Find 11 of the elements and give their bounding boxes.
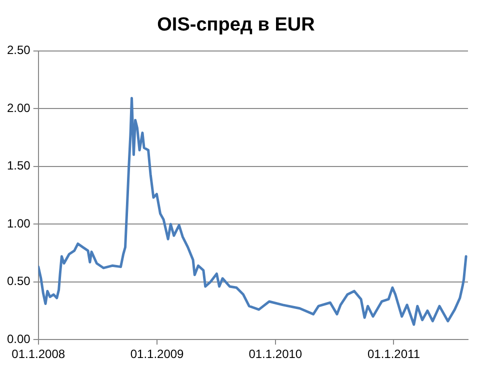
y-tick-label: 0.50 [6, 274, 31, 288]
chart-title: OIS-спред в EUR [157, 14, 316, 36]
x-tick-label: 01.1.2010 [248, 347, 302, 362]
y-tick-label: 1.00 [6, 216, 31, 230]
x-tick-label: 01.1.2008 [12, 347, 66, 362]
x-tick-label: 01.1.2009 [130, 347, 184, 362]
y-tick-label: 2.00 [6, 100, 31, 115]
x-tick-label: 01.1.2011 [367, 347, 420, 362]
y-tick-label: 2.50 [6, 43, 31, 58]
y-tick-label: 1.50 [6, 158, 31, 173]
y-tick-label: 0.00 [6, 332, 31, 346]
